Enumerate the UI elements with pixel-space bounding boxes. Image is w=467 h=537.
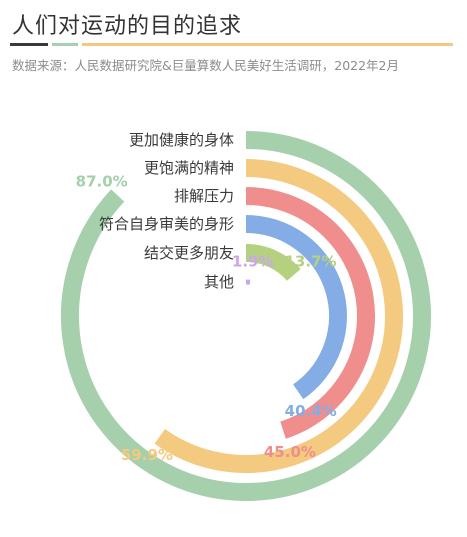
value-label-series-4: 40.4% (285, 402, 337, 420)
chart-title: 人们对运动的目的追求 (12, 14, 243, 39)
value-label-series-5: 13.7% (284, 253, 336, 271)
bar-series-4 (245, 215, 347, 400)
source-note: 数据来源：人民数据研究院&巨量算数人民美好生活调研，2022年2月 (12, 58, 400, 73)
category-label-series-4: 符合自身审美的身形 (99, 215, 234, 233)
bar-series-2 (154, 159, 403, 473)
category-label-series-2: 更饱满的精神 (144, 159, 234, 177)
bar-series-3 (245, 187, 376, 439)
title-underline (10, 43, 453, 46)
category-label-series-1: 更加健康的身体 (129, 131, 234, 149)
title-underline-dark (10, 43, 48, 46)
title-underline-yellow (82, 43, 453, 46)
category-label-series-3: 排解压力 (174, 187, 234, 205)
category-label-series-6: 其他 (204, 273, 234, 291)
title-underline-green (52, 43, 78, 46)
value-label-series-6: 1.9% (232, 252, 274, 270)
category-label-series-5: 结交更多朋友 (144, 244, 234, 262)
value-label-series-3: 45.0% (264, 443, 316, 461)
bar-series-1 (61, 131, 431, 501)
value-label-series-2: 59.9% (121, 446, 173, 464)
bar-series-5 (245, 244, 301, 282)
value-label-series-1: 87.0% (76, 173, 128, 191)
